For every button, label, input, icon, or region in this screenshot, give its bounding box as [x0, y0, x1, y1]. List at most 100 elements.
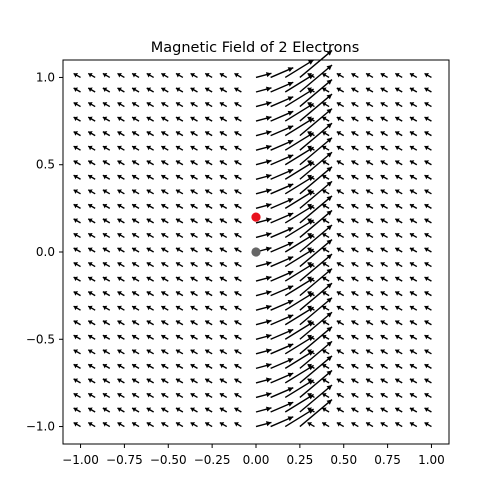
field-arrow — [380, 334, 388, 340]
field-arrow — [160, 349, 169, 355]
field-arrow — [160, 145, 169, 151]
field-arrow — [299, 253, 333, 282]
field-arrow — [255, 173, 272, 180]
field-arrow — [87, 378, 96, 384]
field-arrow — [219, 203, 228, 209]
field-arrow — [146, 349, 155, 355]
field-arrow — [255, 377, 272, 384]
field-arrow — [102, 291, 111, 297]
field-arrow — [394, 160, 403, 166]
field-arrow — [380, 189, 388, 195]
field-arrow — [131, 232, 140, 239]
field-arrow — [234, 378, 242, 384]
field-arrow — [73, 363, 81, 369]
field-arrow — [255, 217, 272, 224]
field-arrow — [160, 261, 169, 268]
field-arrow — [73, 101, 81, 108]
field-arrow — [102, 392, 111, 399]
field-arrow — [73, 421, 81, 428]
field-arrow — [117, 87, 125, 93]
field-arrow — [270, 270, 294, 282]
field-arrow — [204, 349, 213, 355]
field-arrow — [255, 348, 272, 355]
field-arrow — [102, 160, 111, 166]
field-arrow — [190, 218, 198, 224]
field-arrow — [270, 416, 294, 428]
field-arrow — [409, 378, 418, 384]
field-arrow — [336, 203, 345, 209]
field-arrow — [270, 154, 294, 166]
field-arrow — [190, 291, 198, 297]
field-arrow — [87, 407, 96, 413]
field-arrow — [87, 116, 96, 122]
field-arrow — [380, 116, 388, 122]
field-arrow — [219, 72, 228, 79]
field-arrow — [365, 291, 374, 297]
field-arrow — [102, 232, 111, 239]
field-arrow — [307, 320, 315, 326]
field-arrow — [394, 320, 403, 326]
electron-marker — [251, 247, 261, 257]
field-arrow — [351, 174, 359, 180]
field-arrow — [131, 203, 140, 209]
field-arrow — [351, 305, 359, 311]
field-arrow — [424, 334, 432, 340]
field-arrow — [234, 276, 242, 282]
field-arrow — [102, 203, 111, 209]
field-arrow — [87, 392, 96, 399]
field-arrow — [219, 232, 228, 239]
field-arrow — [102, 218, 111, 224]
field-arrow — [321, 116, 330, 122]
field-arrow — [73, 392, 81, 399]
field-arrow — [299, 209, 333, 238]
field-arrow — [117, 392, 125, 399]
field-arrow — [307, 72, 315, 79]
field-arrow — [117, 421, 125, 428]
field-arrow — [409, 101, 418, 108]
field-arrow — [351, 320, 359, 326]
field-arrow — [102, 145, 111, 151]
field-arrow — [365, 378, 374, 384]
field-arrow — [299, 282, 333, 311]
field-arrow — [190, 378, 198, 384]
y-axis: −1.0 −0.5 0.0 0.5 1.0 — [26, 70, 63, 434]
charges — [251, 212, 261, 257]
field-arrow — [117, 203, 125, 209]
field-arrow — [102, 305, 111, 311]
field-arrow — [409, 189, 418, 195]
field-arrow — [255, 86, 272, 93]
field-arrow — [204, 291, 213, 297]
field-arrow — [204, 334, 213, 340]
field-arrow — [270, 67, 294, 79]
field-arrow — [131, 145, 140, 151]
field-arrow — [117, 291, 125, 297]
field-arrow — [365, 363, 374, 369]
field-arrow — [175, 291, 184, 297]
field-arrow — [146, 131, 155, 137]
field-arrow — [424, 160, 432, 166]
field-arrow — [175, 407, 184, 413]
field-arrow — [299, 64, 333, 93]
field-arrow — [255, 130, 272, 137]
field-arrow — [160, 203, 169, 209]
field-arrow — [131, 320, 140, 326]
field-arrow — [321, 349, 330, 355]
field-arrow — [117, 174, 125, 180]
field-arrow — [73, 407, 81, 413]
field-arrow — [190, 320, 198, 326]
field-arrow — [255, 232, 272, 239]
field-arrow — [219, 247, 228, 253]
field-arrow — [365, 131, 374, 137]
field-arrow — [234, 232, 242, 239]
field-arrow — [424, 305, 432, 311]
field-arrow — [160, 101, 169, 108]
field-arrow — [204, 247, 213, 253]
field-arrow — [73, 334, 81, 340]
field-arrow — [102, 72, 111, 79]
field-arrow — [73, 320, 81, 326]
field-arrow — [321, 101, 330, 108]
field-arrow — [102, 174, 111, 180]
field-arrow — [321, 232, 330, 239]
field-arrow — [146, 203, 155, 209]
